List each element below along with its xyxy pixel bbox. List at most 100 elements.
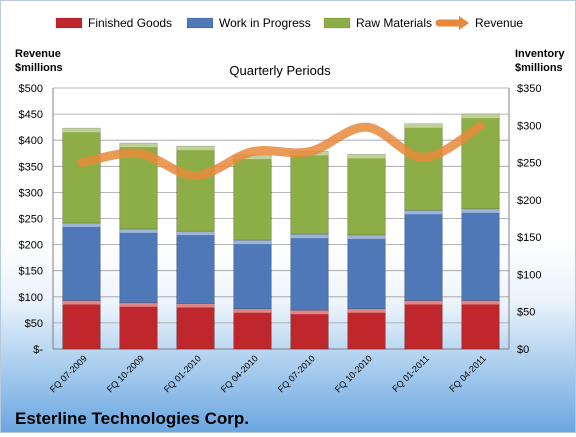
bar-segment xyxy=(348,309,386,349)
bar-segment xyxy=(462,209,500,301)
left-tick-label: $- xyxy=(33,344,43,356)
bar-highlight xyxy=(63,301,101,305)
left-tick-label: $300 xyxy=(19,187,43,199)
legend-label: Finished Goods xyxy=(88,16,172,30)
legend-label: Work in Progress xyxy=(219,16,311,30)
bar-raw-materials xyxy=(405,124,443,211)
bar-highlight xyxy=(462,301,500,305)
bar-highlight xyxy=(63,128,101,132)
bar-raw-materials xyxy=(63,128,101,223)
bar-raw-materials xyxy=(234,155,272,240)
right-tick-label: $50 xyxy=(517,307,535,319)
legend-swatch xyxy=(324,18,350,28)
bar-segment xyxy=(462,301,500,349)
bar-segment xyxy=(234,309,272,349)
bar-segment xyxy=(177,304,215,349)
bar-work-in-progress xyxy=(234,240,272,309)
x-tick-label: FQ 10-2010 xyxy=(333,353,374,394)
bar-raw-materials xyxy=(291,151,329,234)
bar-finished-goods xyxy=(234,309,272,349)
bar-highlight xyxy=(405,124,443,128)
bar-highlight xyxy=(120,229,158,233)
bar-segment xyxy=(234,155,272,240)
bar-segment xyxy=(405,210,443,300)
bar-segment xyxy=(291,234,329,310)
company-name: Esterline Technologies Corp. xyxy=(15,409,249,428)
bar-highlight xyxy=(291,234,329,238)
bar-finished-goods xyxy=(63,301,101,349)
bar-segment xyxy=(291,151,329,234)
plot-area: $- $50 $100 $150 $200 $250 $300 $350 $400 $450 $50… xyxy=(19,83,542,394)
bar-finished-goods xyxy=(120,303,158,349)
legend: Finished Goods Work in Progress Raw Materi… xyxy=(56,16,523,30)
left-tick-label: $500 xyxy=(19,83,43,95)
bar-highlight xyxy=(234,309,272,313)
bar-highlight xyxy=(348,154,386,158)
bar-work-in-progress xyxy=(405,210,443,300)
bar-segment xyxy=(177,231,215,303)
legend-swatch xyxy=(56,18,82,28)
left-tick-label: $200 xyxy=(19,240,43,252)
x-tick-label: FQ 04-2010 xyxy=(219,353,260,394)
legend-label: Raw Materials xyxy=(356,16,432,30)
bar-segment xyxy=(177,146,215,231)
left-axis-title-units: $millions xyxy=(15,62,63,74)
bar-highlight xyxy=(462,114,500,118)
bar-segment xyxy=(63,128,101,223)
left-tick-label: $100 xyxy=(19,292,43,304)
bar-finished-goods xyxy=(348,309,386,349)
legend-label: Revenue xyxy=(475,16,523,30)
left-tick-label: $50 xyxy=(25,318,43,330)
left-tick-label: $150 xyxy=(19,266,43,278)
bar-finished-goods xyxy=(462,301,500,349)
bar-segment xyxy=(120,229,158,303)
right-tick-label: $350 xyxy=(517,83,541,95)
bar-highlight xyxy=(462,209,500,213)
bar-segment xyxy=(348,235,386,309)
x-tick-label: FQ 04-2011 xyxy=(447,353,488,394)
left-tick-label: $450 xyxy=(19,109,43,121)
bar-segment xyxy=(120,303,158,349)
left-tick-label: $350 xyxy=(19,161,43,173)
bar-segment xyxy=(348,154,386,235)
bar-highlight xyxy=(348,309,386,313)
x-tick-label: FQ 01-2010 xyxy=(162,353,203,394)
bar-highlight xyxy=(405,210,443,214)
bar-finished-goods xyxy=(291,310,329,349)
right-tick-label: $100 xyxy=(517,269,541,281)
chart-title: Quarterly Periods xyxy=(229,63,331,78)
x-tick-label: FQ 01-2011 xyxy=(390,353,431,394)
bar-work-in-progress xyxy=(348,235,386,309)
bar-work-in-progress xyxy=(291,234,329,310)
bar-highlight xyxy=(291,310,329,314)
left-tick-label: $250 xyxy=(19,214,43,226)
bar-highlight xyxy=(120,303,158,307)
right-axis-title-units: $millions xyxy=(515,62,563,74)
right-tick-label: $150 xyxy=(517,232,541,244)
bar-segment xyxy=(291,310,329,349)
bar-segment xyxy=(234,240,272,309)
bar-highlight xyxy=(63,223,101,227)
right-axis-title: Inventory xyxy=(515,48,565,60)
bar-segment xyxy=(405,301,443,349)
bar-work-in-progress xyxy=(462,209,500,301)
x-tick-label: FQ 07-2010 xyxy=(276,353,317,394)
x-tick-label: FQ 07-2009 xyxy=(48,353,89,394)
bar-work-in-progress xyxy=(177,231,215,303)
bar-raw-materials xyxy=(348,154,386,235)
bar-work-in-progress xyxy=(63,223,101,301)
bar-raw-materials xyxy=(177,146,215,231)
left-tick-label: $400 xyxy=(19,135,43,147)
right-tick-label: $0 xyxy=(517,344,529,356)
right-tick-label: $200 xyxy=(517,195,541,207)
bar-highlight xyxy=(177,231,215,235)
bar-highlight xyxy=(405,301,443,305)
bar-finished-goods xyxy=(177,304,215,349)
bar-highlight xyxy=(177,146,215,150)
bar-highlight xyxy=(348,235,386,239)
legend-swatch xyxy=(187,18,213,28)
bar-finished-goods xyxy=(405,301,443,349)
bar-work-in-progress xyxy=(120,229,158,303)
